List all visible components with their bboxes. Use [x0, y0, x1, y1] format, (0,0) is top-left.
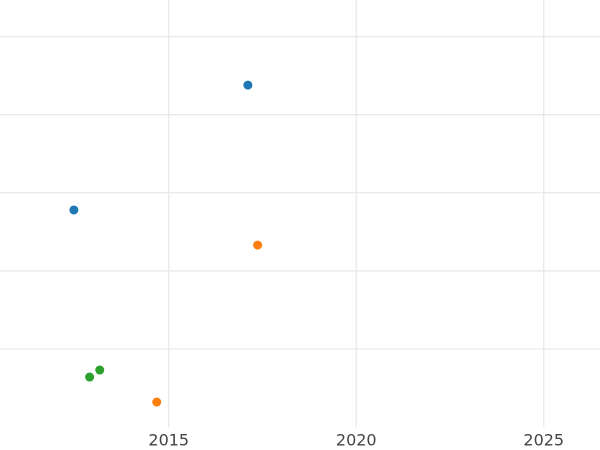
point — [253, 240, 263, 250]
x-tick-label: 2025 — [523, 431, 564, 450]
point — [95, 365, 105, 375]
point — [85, 372, 95, 382]
x-tick-label: 2020 — [336, 431, 377, 450]
point — [152, 397, 162, 407]
x-tick-label: 2015 — [148, 431, 189, 450]
point — [69, 205, 79, 215]
point — [243, 80, 253, 90]
